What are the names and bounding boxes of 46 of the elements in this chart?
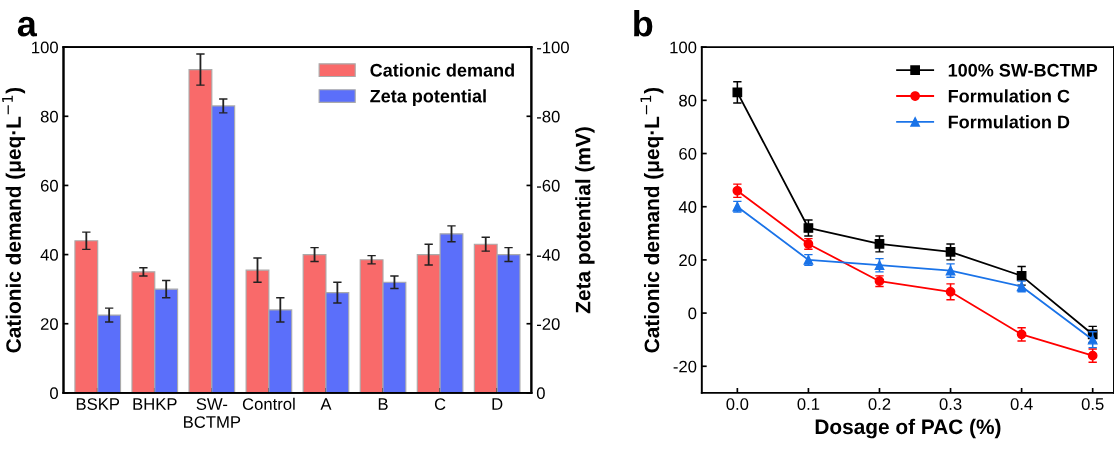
legend-label: Formulation D	[948, 115, 1070, 129]
y2-tick-label: -40	[536, 248, 560, 261]
y-tick-label: 60	[679, 147, 697, 160]
x-tick-label: Control	[242, 397, 295, 410]
legend-label: 100% SW-BCTMP	[948, 63, 1098, 77]
y-tick-label: 60	[40, 179, 58, 192]
point	[1087, 334, 1098, 345]
legend-label: Cationic demand	[370, 63, 514, 77]
x-tick-label: 0.3	[939, 398, 962, 410]
x-tick-label: D	[492, 398, 503, 410]
x-tick-label: C	[434, 398, 446, 410]
y2-axis-title: Zeta potential (mV)	[575, 127, 595, 314]
y-axis-title: Cationic demand (μeq·L$^{−1}$)	[640, 87, 664, 353]
y-tick-label: 100	[670, 41, 697, 54]
y-tick-label: 0	[688, 307, 697, 320]
x-tick-label: 0.1	[797, 398, 820, 410]
x-tick-label: 0.5	[1081, 398, 1104, 410]
y-tick-label: 100	[32, 41, 58, 54]
y-tick-label: 40	[40, 248, 58, 261]
y-tick-label: 40	[678, 201, 697, 213]
y2-tick-label: 0	[536, 387, 545, 400]
legend-label: Zeta potential	[370, 89, 486, 107]
x-tick-label: 0.0	[726, 398, 749, 410]
y-tick-label: 80	[40, 110, 58, 123]
y-tick-label: 20	[40, 318, 58, 330]
text: a	[17, 16, 38, 37]
x-tick-label: B	[378, 398, 388, 410]
x-tick-label: 0.2	[868, 398, 891, 410]
y-tick-label: -20	[673, 360, 697, 373]
point	[732, 87, 743, 98]
x-tick-label: 0.4	[1010, 398, 1033, 410]
y-tick-label: 20	[679, 254, 697, 267]
y2-tick-label: -20	[536, 318, 560, 330]
x-tick-label: BHKP	[133, 398, 177, 410]
y2-tick-label: -80	[536, 110, 560, 123]
x-tick-label: BSKP	[76, 398, 120, 410]
y2-tick-label: -60	[536, 179, 560, 192]
text: b	[634, 10, 653, 37]
y-axis-title: Cationic demand (μeq·L$^{−1}$)	[2, 87, 26, 353]
y-tick-label: 80	[679, 94, 697, 107]
x-tick-label: A	[320, 398, 332, 410]
y2-tick-label: -100	[536, 41, 569, 54]
x-axis-title: Dosage of PAC (%)	[815, 418, 1001, 439]
y-tick-label: 0	[50, 387, 58, 400]
x-tick-label: SW- BCTMP	[184, 398, 241, 428]
legend-label: Formulation C	[948, 89, 1070, 103]
